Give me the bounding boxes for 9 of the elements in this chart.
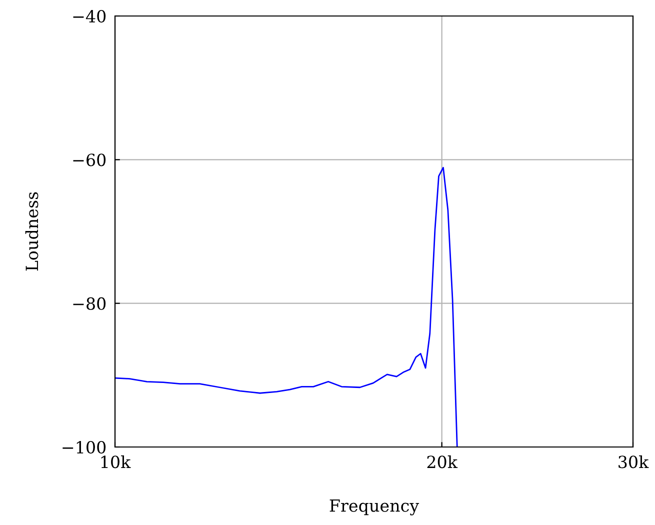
x-tick-label: 10k xyxy=(101,455,131,468)
x-tick-label: 30k xyxy=(618,455,649,468)
x-tick-label: 20k xyxy=(427,455,458,468)
y-tick-label: −60 xyxy=(73,154,106,166)
y-tick-label: −40 xyxy=(73,10,106,23)
y-tick-label: −100 xyxy=(62,440,106,454)
x-axis-title: Frequency xyxy=(330,500,420,516)
y-tick-label: −80 xyxy=(73,297,106,310)
y-axis-title: Loudness xyxy=(25,192,38,271)
